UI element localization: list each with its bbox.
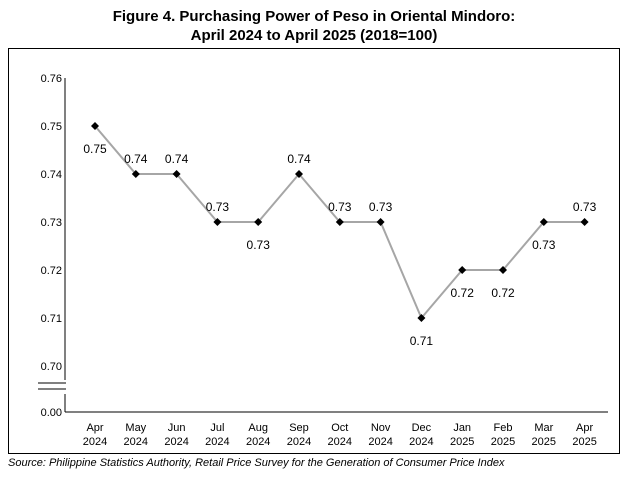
y-tick-label: 0.70 [41,361,62,373]
x-tick-label-month: Aug [248,422,268,434]
x-tick-label-month: Apr [576,422,593,434]
source-note: Source: Philippine Statistics Authority,… [8,457,505,469]
x-tick-label-year: 2024 [368,436,392,448]
x-tick-label-year: 2024 [287,436,311,448]
x-tick-label-month: May [125,422,146,434]
x-tick-label-year: 2024 [328,436,352,448]
data-point-marker [91,122,99,130]
x-tick-label-year: 2024 [246,436,270,448]
data-point-marker [417,314,426,322]
data-point-marker [172,170,181,178]
y-tick-label: 0.74 [41,169,62,181]
y-tick-label: 0.75 [41,121,62,133]
data-label: 0.72 [491,286,515,300]
data-point-marker [458,266,467,274]
x-tick-label-month: Jul [210,422,224,434]
data-point-marker [580,218,589,226]
x-tick-label-month: Jun [168,422,186,434]
x-tick-label-year: 2024 [164,436,188,448]
x-tick-label-year: 2024 [205,436,229,448]
y-tick-label: 0.00 [41,407,62,419]
x-tick-label-month: Dec [412,422,432,434]
x-tick-label-month: Mar [534,422,553,434]
data-label: 0.73 [206,200,230,214]
x-tick-label-year: 2025 [572,436,596,448]
x-tick-label-month: Sep [289,422,309,434]
y-tick-label: 0.73 [41,217,62,229]
x-tick-label-year: 2025 [532,436,556,448]
data-point-marker [131,170,140,178]
data-label: 0.73 [328,200,352,214]
data-label: 0.74 [165,152,189,166]
data-label: 0.73 [247,238,271,252]
data-label: 0.74 [287,152,311,166]
chart-frame [8,48,620,454]
data-point-marker [254,218,263,226]
data-label: 0.73 [532,238,556,252]
data-point-marker [335,218,344,226]
data-label: 0.73 [573,200,597,214]
x-tick-label-month: Feb [494,422,513,434]
x-tick-label-year: 2025 [491,436,515,448]
x-tick-label-year: 2024 [124,436,148,448]
data-label: 0.72 [451,286,475,300]
x-tick-label-year: 2024 [83,436,107,448]
data-label: 0.73 [369,200,393,214]
y-tick-label: 0.71 [41,313,62,325]
data-point-marker [539,218,548,226]
x-tick-label-month: Jan [453,422,471,434]
y-tick-label: 0.76 [41,73,62,85]
chart-title-line-2: April 2024 to April 2025 (2018=100) [190,27,438,44]
data-label: 0.71 [410,334,434,348]
data-point-marker [376,218,385,226]
y-tick-label: 0.72 [41,265,62,277]
data-point-marker [213,218,222,226]
data-point-marker [499,266,507,274]
data-label: 0.74 [124,152,148,166]
data-point-marker [295,170,303,178]
chart-title-line-1: Figure 4. Purchasing Power of Peso in Or… [112,8,516,25]
x-tick-label-month: Oct [331,422,348,434]
x-tick-label-month: Apr [86,422,103,434]
x-tick-label-month: Nov [371,422,391,434]
x-tick-label-year: 2025 [450,436,474,448]
data-label: 0.75 [83,142,107,156]
x-tick-label-year: 2024 [409,436,433,448]
